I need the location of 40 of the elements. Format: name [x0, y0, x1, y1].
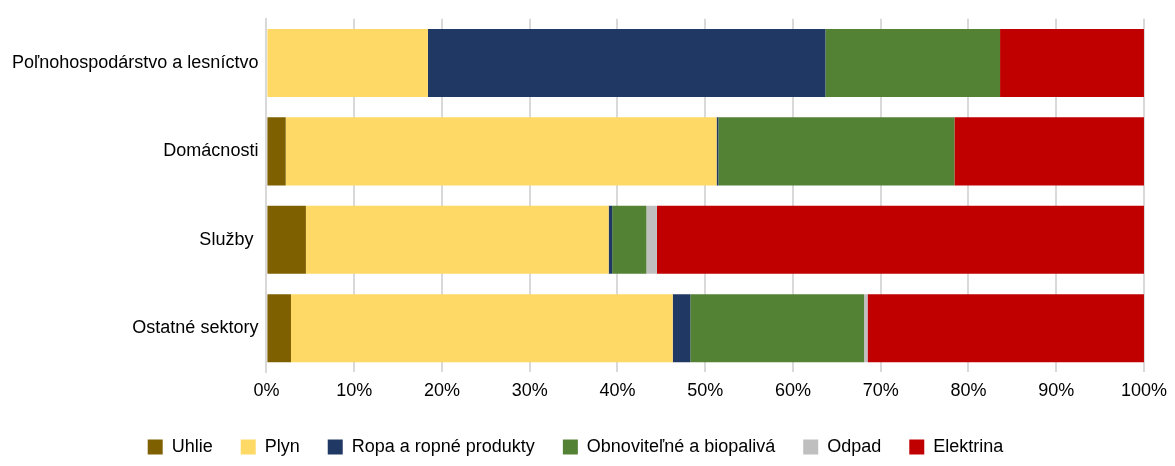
legend-label: Uhlie: [171, 435, 213, 456]
legend-label: Ropa a ropné produkty: [351, 435, 535, 456]
bar: [1000, 28, 1144, 98]
legend-label: Elektrina: [933, 435, 1005, 456]
bar: [267, 294, 291, 363]
bar: [656, 205, 1144, 274]
x-tick-label: 60%: [774, 380, 811, 401]
bar: [285, 117, 717, 186]
legend-label: Obnoviteľné a biopalivá: [586, 435, 777, 456]
x-tick-label: 100%: [1120, 380, 1167, 401]
bar: [646, 205, 657, 274]
x-tick-label: 80%: [950, 380, 987, 401]
x-tick-label: 90%: [1038, 380, 1075, 401]
bar: [864, 294, 868, 363]
y-tick-label: Poľnohospodárstvo a lesníctvo: [12, 51, 259, 72]
x-tick-label: 20%: [423, 380, 460, 401]
y-tick-label: Domácnosti: [163, 140, 259, 161]
bar: [267, 117, 286, 186]
bar: [267, 205, 306, 274]
x-tick-label: 70%: [862, 380, 899, 401]
bar: [427, 28, 826, 98]
bar: [612, 205, 647, 274]
bar: [825, 28, 1001, 98]
bar: [867, 294, 1144, 363]
bar: [267, 28, 428, 98]
bar: [672, 294, 691, 363]
legend-label: Odpad: [827, 435, 882, 456]
x-tick-label: 0%: [253, 380, 280, 401]
bar: [305, 205, 609, 274]
bar: [718, 117, 955, 186]
y-tick-label: Ostatné sektory: [132, 317, 259, 338]
bar: [954, 117, 1144, 186]
bar: [690, 294, 865, 363]
x-tick-label: 40%: [599, 380, 636, 401]
y-tick-label: Služby: [199, 228, 259, 249]
bar: [290, 294, 673, 363]
x-tick-label: 30%: [511, 380, 548, 401]
legend-label: Plyn: [264, 435, 300, 456]
x-tick-label: 10%: [336, 380, 373, 401]
x-tick-label: 50%: [687, 380, 724, 401]
